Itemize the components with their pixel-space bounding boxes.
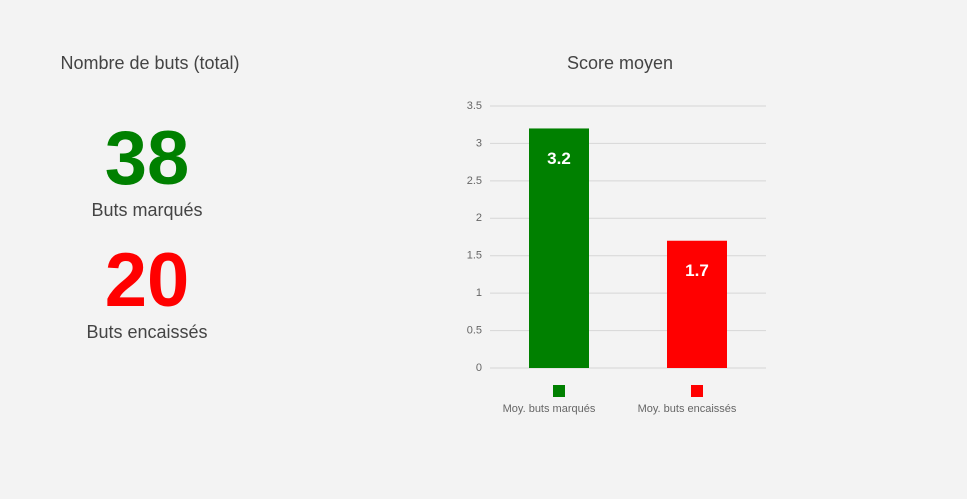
bar bbox=[529, 128, 589, 368]
legend-swatch bbox=[691, 385, 703, 397]
y-tick-label: 2 bbox=[476, 212, 482, 224]
y-tick-label: 3.5 bbox=[467, 100, 482, 112]
legend-swatch bbox=[553, 385, 565, 397]
value-label: 3.2 bbox=[547, 149, 571, 168]
legend-label: Moy. buts marqués bbox=[503, 403, 596, 415]
y-tick-label: 3 bbox=[476, 137, 482, 149]
stats-title: Nombre de buts (total) bbox=[60, 53, 239, 73]
stat-value: 20 bbox=[105, 238, 190, 323]
chart-title: Score moyen bbox=[567, 53, 673, 73]
y-tick-label: 2.5 bbox=[467, 175, 482, 187]
stat-label: Buts marqués bbox=[91, 200, 202, 220]
bar bbox=[667, 240, 727, 368]
legend-label: Moy. buts encaissés bbox=[638, 403, 737, 415]
y-tick-label: 1 bbox=[476, 287, 482, 299]
y-tick-label: 0.5 bbox=[467, 324, 482, 336]
y-tick-label: 1.5 bbox=[467, 250, 482, 262]
value-label: 1.7 bbox=[685, 261, 709, 280]
stat-value: 38 bbox=[105, 116, 190, 201]
stat-label: Buts encaissés bbox=[86, 322, 207, 342]
y-tick-label: 0 bbox=[476, 362, 482, 374]
